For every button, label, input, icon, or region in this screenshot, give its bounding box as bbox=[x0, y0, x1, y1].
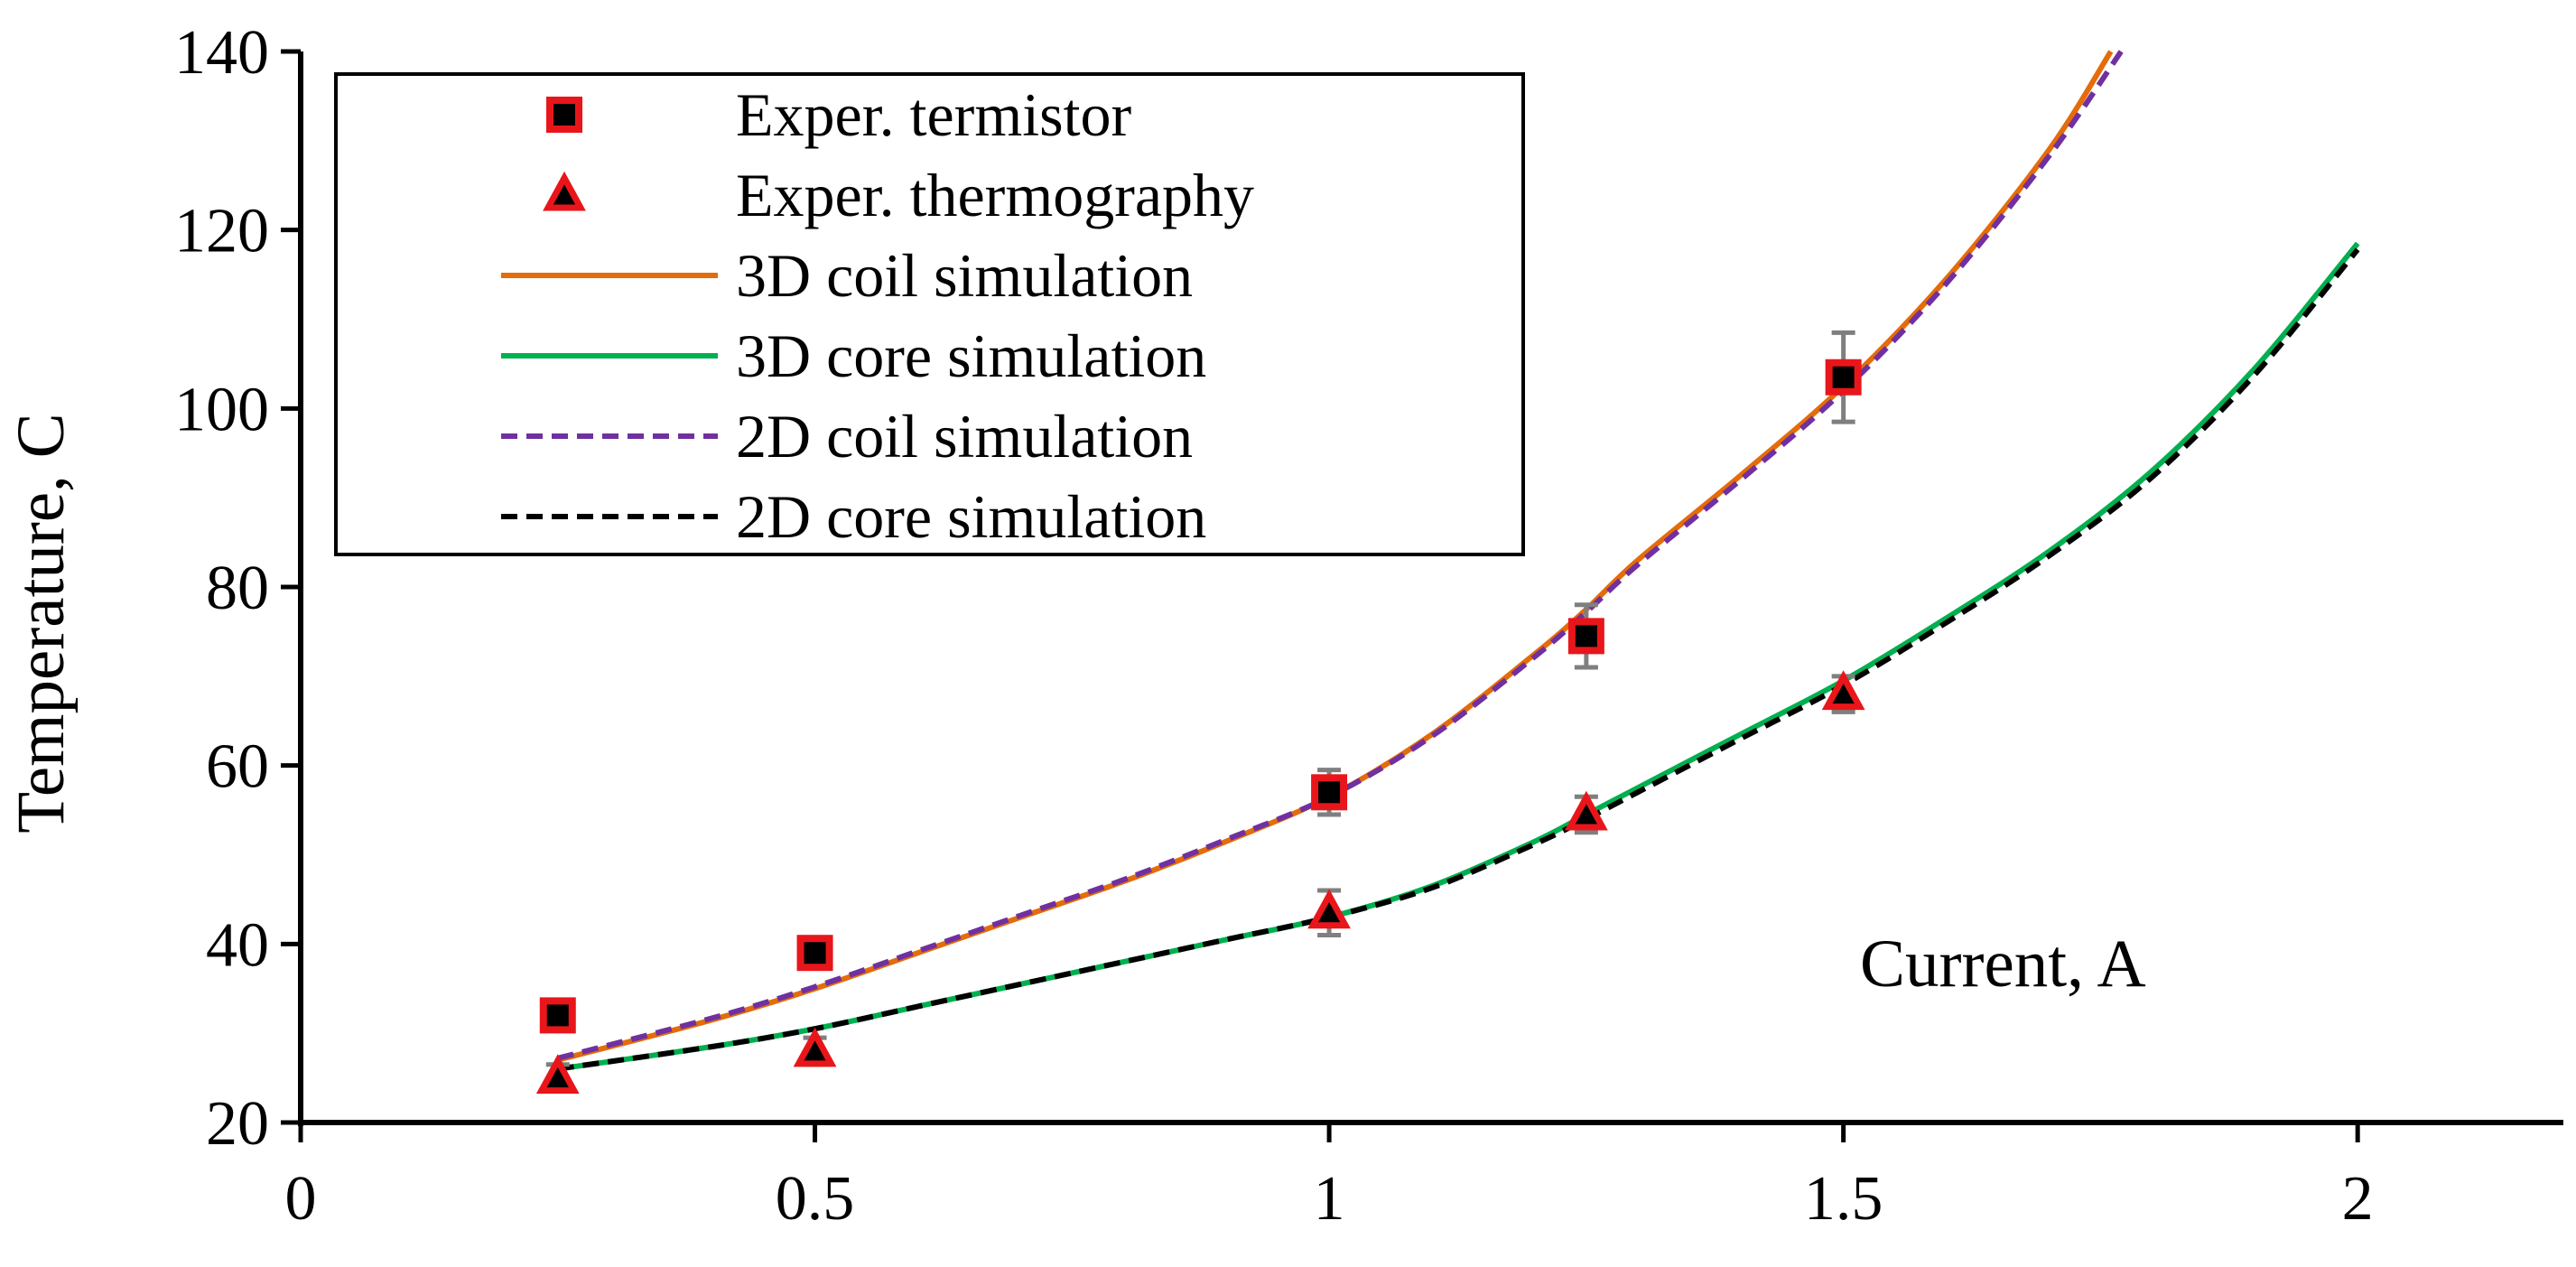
data-point-square bbox=[539, 997, 576, 1034]
legend: Exper. termistor Exper. thermography 3D co… bbox=[334, 72, 1525, 556]
legend-marker-square bbox=[546, 97, 582, 133]
y-axis-title: Temperature, C bbox=[4, 413, 79, 833]
y-tick-label: 80 bbox=[206, 554, 269, 623]
x-tick-label: 1.5 bbox=[1804, 1164, 1883, 1234]
legend-label: 2D coil simulation bbox=[736, 402, 1193, 470]
series-points-exper-thermography bbox=[535, 670, 1865, 1095]
legend-item-exper-thermography: Exper. thermography bbox=[543, 161, 1254, 229]
data-point-square bbox=[1567, 618, 1604, 655]
y-tick-label: 100 bbox=[174, 375, 269, 444]
data-point-triangle bbox=[535, 1054, 580, 1095]
data-point-triangle bbox=[1564, 790, 1608, 831]
data-point-square bbox=[1311, 774, 1348, 811]
legend-label: 3D coil simulation bbox=[736, 241, 1193, 310]
legend-item-3d-coil-simulation: 3D coil simulation bbox=[501, 241, 1193, 310]
legend-label: Exper. thermography bbox=[736, 161, 1254, 229]
series-line-2d-core-simulation bbox=[557, 247, 2360, 1072]
y-tick-label: 40 bbox=[206, 910, 269, 980]
legend-label: Exper. termistor bbox=[736, 80, 1131, 149]
y-tick-label: 140 bbox=[174, 18, 269, 88]
legend-item-exper-termistor: Exper. termistor bbox=[546, 80, 1131, 149]
data-point-square bbox=[796, 935, 833, 972]
data-point-triangle bbox=[793, 1027, 837, 1067]
y-tick-label: 20 bbox=[206, 1089, 269, 1159]
x-tick-label: 2 bbox=[2342, 1164, 2374, 1234]
x-tick-label: 0 bbox=[285, 1164, 317, 1234]
legend-label: 2D core simulation bbox=[736, 482, 1206, 551]
y-tick-label: 120 bbox=[174, 197, 269, 266]
legend-item-2d-coil-simulation: 2D coil simulation bbox=[501, 402, 1193, 470]
legend-item-3d-core-simulation: 3D core simulation bbox=[501, 321, 1206, 390]
legend-marker-triangle bbox=[543, 171, 586, 211]
series-line-2d-coil-simulation bbox=[557, 50, 2124, 1061]
data-point-square bbox=[1825, 359, 1862, 396]
x-axis-title: Current, A bbox=[1860, 927, 2146, 1001]
series-lines bbox=[557, 50, 2360, 1072]
data-point-triangle bbox=[1307, 889, 1351, 929]
x-tick-label: 1 bbox=[1314, 1164, 1345, 1234]
plot-area bbox=[535, 50, 2360, 1095]
axes: 20 40 60 80 100 120 140 0 0.5 1 1.5 2 bbox=[174, 18, 2563, 1234]
x-tick-label: 0.5 bbox=[776, 1164, 855, 1234]
data-point-triangle bbox=[1821, 670, 1865, 711]
series-points-exper-termistor bbox=[539, 330, 1862, 1034]
legend-box bbox=[334, 72, 1525, 556]
legend-item-2d-core-simulation: 2D core simulation bbox=[501, 482, 1206, 551]
legend-label: 3D core simulation bbox=[736, 321, 1206, 390]
y-tick-label: 60 bbox=[206, 732, 269, 802]
